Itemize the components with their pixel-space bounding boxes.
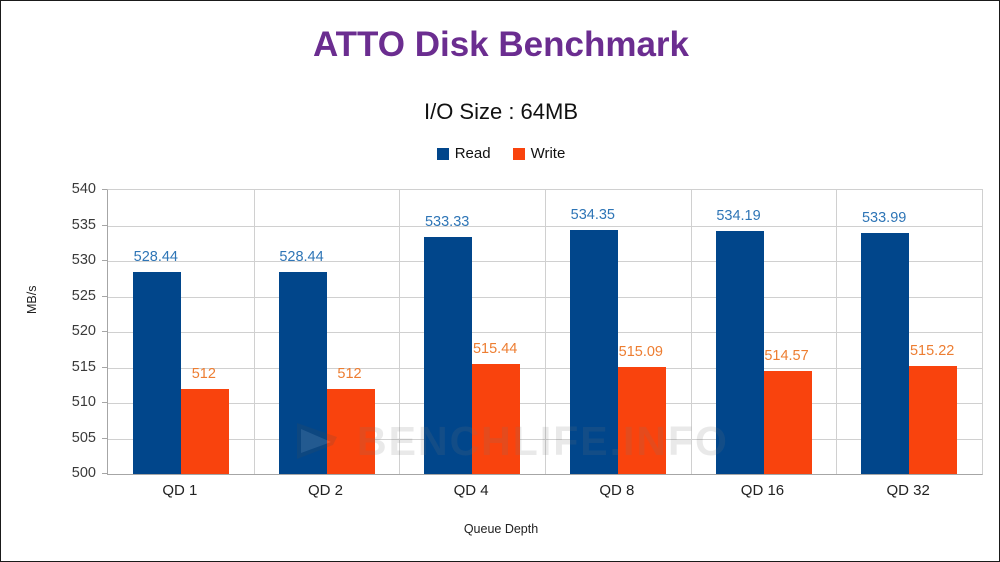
data-label-write-qd16: 514.57 (764, 347, 809, 364)
y-axis-tick-mark (102, 224, 107, 226)
y-axis-tick-label: 540 (71, 181, 96, 197)
x-axis-tick-label: QD 2 (307, 482, 343, 499)
x-axis-title: Queue Depth (463, 522, 539, 536)
legend-swatch-read (436, 147, 449, 160)
x-axis-tick-label: QD 16 (740, 482, 785, 499)
bar-write-qd4[interactable] (472, 364, 521, 474)
legend-label-read: Read (454, 145, 491, 162)
page-title: ATTO Disk Benchmark (312, 25, 690, 64)
x-axis-tick-label: QD 1 (162, 482, 198, 499)
bar-read-qd2[interactable] (278, 272, 327, 474)
category-gridline (836, 190, 838, 474)
data-label-write-qd2: 512 (337, 365, 362, 382)
legend-label-write: Write (530, 145, 566, 162)
chart-subtitle: I/O Size : 64MB (423, 99, 579, 124)
y-axis-tick-label: 510 (71, 394, 96, 410)
bar-read-qd4[interactable] (424, 237, 473, 474)
data-label-read-qd16: 534.19 (716, 208, 761, 225)
data-label-read-qd2: 528.44 (279, 249, 324, 266)
plot-area (107, 189, 983, 475)
bar-write-qd8[interactable] (617, 366, 666, 474)
y-axis-tick-mark (102, 189, 107, 190)
category-gridline (690, 190, 692, 474)
legend-swatch-write (512, 147, 525, 160)
legend-item-read[interactable]: Read (436, 145, 491, 162)
bar-read-qd1[interactable] (132, 272, 181, 474)
y-axis-tick-mark (102, 402, 107, 403)
data-label-read-qd32: 533.99 (861, 209, 907, 226)
legend-item-write[interactable]: Write (512, 145, 566, 162)
y-axis-tick-label: 505 (71, 429, 96, 446)
data-label-write-qd4: 515.44 (472, 341, 518, 358)
data-label-write-qd32: 515.22 (909, 342, 955, 359)
bar-write-qd32[interactable] (909, 365, 958, 474)
x-axis-tick-label: QD 32 (886, 482, 930, 499)
data-label-write-qd1: 512 (191, 365, 216, 382)
category-gridline (545, 190, 546, 474)
data-label-read-qd8: 534.35 (570, 207, 616, 224)
category-gridline (253, 190, 255, 474)
chart-legend: Read Write (1, 145, 999, 162)
y-axis-tick-label: 515 (71, 358, 96, 375)
y-axis-tick-mark (102, 473, 107, 474)
y-axis-tick-label: 525 (71, 287, 96, 304)
y-axis-tick-mark (102, 295, 107, 297)
y-axis-tick-label: 500 (71, 465, 96, 481)
bar-write-qd1[interactable] (180, 388, 229, 474)
y-axis-tick-label: 535 (71, 216, 96, 233)
x-axis-tick-label: QD 8 (599, 482, 635, 499)
bar-read-qd32[interactable] (861, 232, 910, 474)
y-axis-tick-mark (102, 331, 107, 332)
bar-write-qd16[interactable] (763, 370, 812, 474)
category-gridline (399, 190, 401, 474)
y-axis-tick-mark (102, 260, 107, 261)
y-axis-tick-mark (102, 437, 107, 439)
y-axis-tick-mark (102, 366, 107, 368)
data-label-read-qd4: 533.33 (424, 214, 470, 231)
y-axis-title: MB/s (25, 285, 39, 314)
data-label-write-qd8: 515.09 (618, 343, 664, 360)
bar-read-qd16[interactable] (715, 231, 764, 474)
bar-read-qd8[interactable] (569, 230, 618, 474)
data-label-read-qd1: 528.44 (133, 249, 179, 266)
y-axis-tick-label: 530 (71, 252, 96, 268)
x-axis-tick-label: QD 4 (453, 482, 489, 499)
y-axis-tick-label: 520 (71, 323, 96, 339)
bar-write-qd2[interactable] (326, 388, 375, 474)
